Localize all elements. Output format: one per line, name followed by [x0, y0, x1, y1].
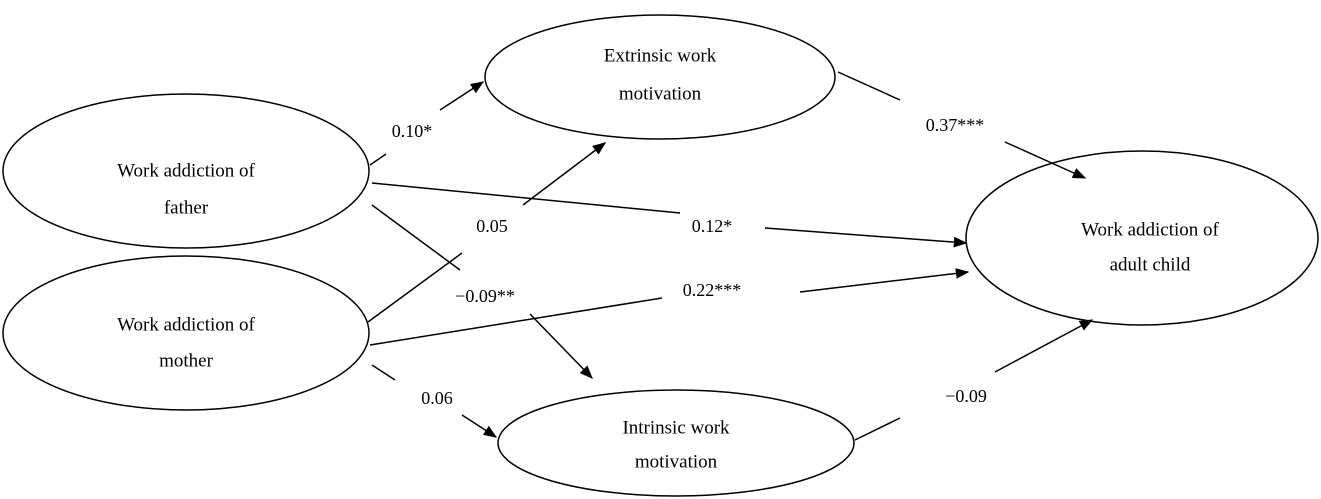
edge-line: [367, 252, 463, 323]
ellipse: [2, 93, 370, 249]
edge-label: 0.06: [421, 388, 453, 408]
edge-arrow: [1004, 141, 1087, 179]
edge-mother-extrinsic: 0.05: [367, 142, 607, 323]
node-label: Extrinsic work: [604, 45, 717, 66]
edge-line: [837, 71, 901, 101]
edge-extrinsic-child: 0.37***: [837, 71, 1087, 179]
node-intrinsic: Intrinsic work motivation: [497, 389, 855, 497]
edge-arrow: [764, 227, 968, 248]
edge-line: [371, 364, 396, 381]
node-adult-child: Work addiction of adult child: [965, 150, 1319, 326]
edge-line: [854, 417, 901, 441]
edge-line: [371, 204, 461, 271]
edge-father-child: 0.12*: [371, 182, 968, 248]
edge-mother-intrinsic: 0.06: [371, 364, 498, 438]
edge-arrow: [799, 268, 970, 293]
edge-father-intrinsic: −0.09**: [371, 204, 593, 379]
edge-label: 0.05: [476, 216, 508, 236]
ellipse: [497, 389, 855, 497]
edge-intrinsic-child: −0.09: [854, 319, 1094, 441]
edge-label: 0.12*: [692, 216, 733, 236]
edge-arrow: [461, 414, 498, 438]
node-label: Intrinsic work: [622, 417, 730, 438]
node-label: Work addiction of: [117, 314, 255, 335]
edge-label: 0.37***: [926, 115, 985, 135]
node-label: motivation: [635, 451, 718, 472]
edge-line: [369, 297, 663, 346]
ellipse: [2, 255, 370, 411]
node-mother: Work addiction of mother: [2, 255, 370, 411]
edge-label: 0.22***: [683, 280, 742, 300]
node-label: father: [164, 197, 209, 218]
edge-arrow: [522, 142, 607, 206]
edge-arrow: [439, 81, 485, 111]
edge-father-extrinsic: 0.10*: [369, 81, 485, 166]
ellipse: [484, 14, 836, 140]
edge-mother-child: 0.22***: [369, 268, 970, 346]
edge-line: [369, 153, 387, 166]
node-father: Work addiction of father: [2, 93, 370, 249]
node-label: motivation: [619, 83, 702, 104]
node-label: Work addiction of: [117, 160, 255, 181]
node-label: adult child: [1110, 254, 1191, 275]
edge-arrow: [994, 319, 1094, 373]
edge-line: [371, 182, 681, 214]
node-label: Work addiction of: [1081, 219, 1219, 240]
edge-label: 0.10*: [392, 121, 433, 141]
edge-arrow: [529, 313, 593, 379]
node-extrinsic: Extrinsic work motivation: [484, 14, 836, 140]
edge-label: −0.09: [945, 386, 987, 406]
node-label: mother: [159, 350, 213, 371]
edge-label: −0.09**: [455, 286, 515, 306]
